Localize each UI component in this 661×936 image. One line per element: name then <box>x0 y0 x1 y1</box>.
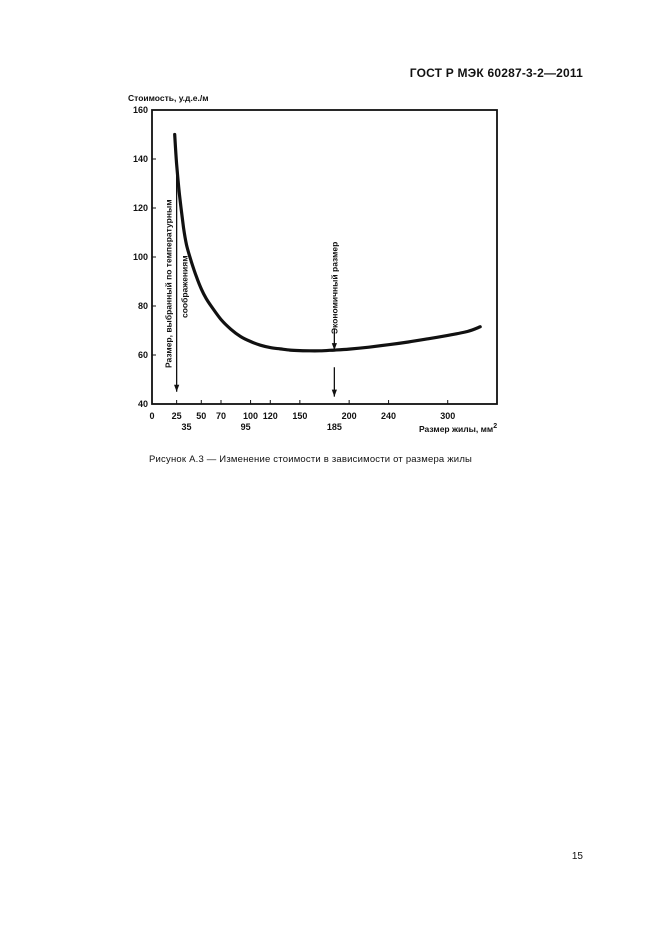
page-number: 15 <box>571 851 583 862</box>
x-tick-label-lower: 185 <box>327 422 342 432</box>
economic-size-arrow-lower-head <box>331 389 337 397</box>
figure-caption: Рисунок А.3 — Изменение стоимости в зави… <box>149 454 473 465</box>
x-tick-label: 100 <box>243 411 258 421</box>
x-tick-label-lower: 35 <box>181 422 191 432</box>
svg-text:соображениям: соображениям <box>180 255 190 318</box>
x-tick-label: 25 <box>172 411 182 421</box>
economic-size-arrow-upper-head <box>331 343 337 351</box>
series-line <box>173 132 482 353</box>
x-tick-labels: 0 25 50 70 100 120 150 200 240 300 35 95 185 <box>149 400 455 432</box>
svg-text:Размер, выбранный по температу: Размер, выбранный по температурным <box>164 200 174 369</box>
y-tick-label: 40 <box>138 399 148 409</box>
y-tick-label: 100 <box>133 252 148 262</box>
economic-size-annotation: Экономичный размер <box>329 242 339 334</box>
x-axis-label: Размер жилы, мм2 <box>419 423 497 434</box>
x-tick-label: 240 <box>381 411 396 421</box>
x-tick-label: 50 <box>196 411 206 421</box>
annotations: Размер, выбранный по температурным сообра… <box>164 159 339 397</box>
x-tick-label: 150 <box>292 411 307 421</box>
y-tick-label: 120 <box>133 203 148 213</box>
x-tick-label: 200 <box>342 411 357 421</box>
x-tick-label: 300 <box>440 411 455 421</box>
y-tick-label: 160 <box>133 105 148 115</box>
y-tick-label: 80 <box>138 301 148 311</box>
thermal-size-annotation: Размер, выбранный по температурным сообра… <box>164 200 190 369</box>
x-tick-label: 120 <box>263 411 278 421</box>
svg-text:Экономичный размер: Экономичный размер <box>329 242 339 334</box>
x-tick-label-lower: 95 <box>241 422 251 432</box>
plot-frame <box>151 109 498 405</box>
y-axis-label: Стоимость, у.д.е./м <box>128 93 209 103</box>
y-tick-labels: 40 60 80 100 120 140 160 <box>133 105 156 409</box>
x-tick-label: 0 <box>149 411 154 421</box>
thermal-size-arrow-head <box>174 384 180 392</box>
x-tick-label: 70 <box>216 411 226 421</box>
y-tick-label: 140 <box>133 154 148 164</box>
y-tick-label: 60 <box>138 350 148 360</box>
document-header: ГОСТ Р МЭК 60287-3-2—2011 <box>409 66 583 80</box>
